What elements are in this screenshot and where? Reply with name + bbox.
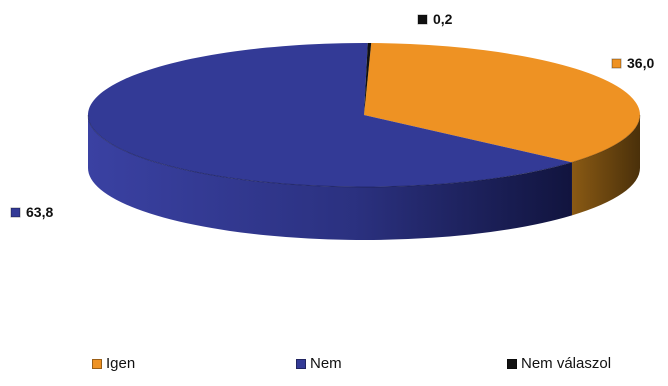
data-label-text-igen: 36,0 [627,55,654,71]
pie-rim [87,114,641,188]
legend-label-nem-valaszol: Nem válaszol [521,355,612,372]
data-label-nem: 63,8 [10,204,53,220]
legend-item-igen: Igen [92,355,135,372]
pie-tops [87,43,641,188]
pie-slice-nem-valaszol [364,43,372,116]
pie-side-nem [88,115,572,240]
legend-label-igen: Igen [106,355,136,372]
pie-slice-igen [364,43,641,163]
pie-sides [88,115,640,240]
legend: Igen Nem Nem válaszol [0,355,668,377]
legend-label-nem: Nem [310,355,342,372]
pie-side-igen [571,115,640,216]
legend-swatch-igen [92,358,102,369]
data-label-igen: 36,0 [611,55,654,71]
data-label-swatch-nem-valaszol [417,14,428,25]
data-label-swatch-nem [10,207,21,218]
data-label-nem-valaszol: 0,2 [417,11,453,27]
data-label-text-nem-valaszol: 0,2 [433,11,453,27]
legend-item-nem: Nem [296,355,342,372]
data-label-swatch-igen [611,58,622,69]
legend-swatch-nem [296,358,306,369]
legend-swatch-nem-valaszol [507,358,517,369]
data-labels: 36,0 63,8 0,2 [10,11,654,220]
pie-slice-nem [87,43,572,188]
data-label-text-nem: 63,8 [26,204,53,220]
legend-item-nem-valaszol: Nem válaszol [507,355,611,372]
